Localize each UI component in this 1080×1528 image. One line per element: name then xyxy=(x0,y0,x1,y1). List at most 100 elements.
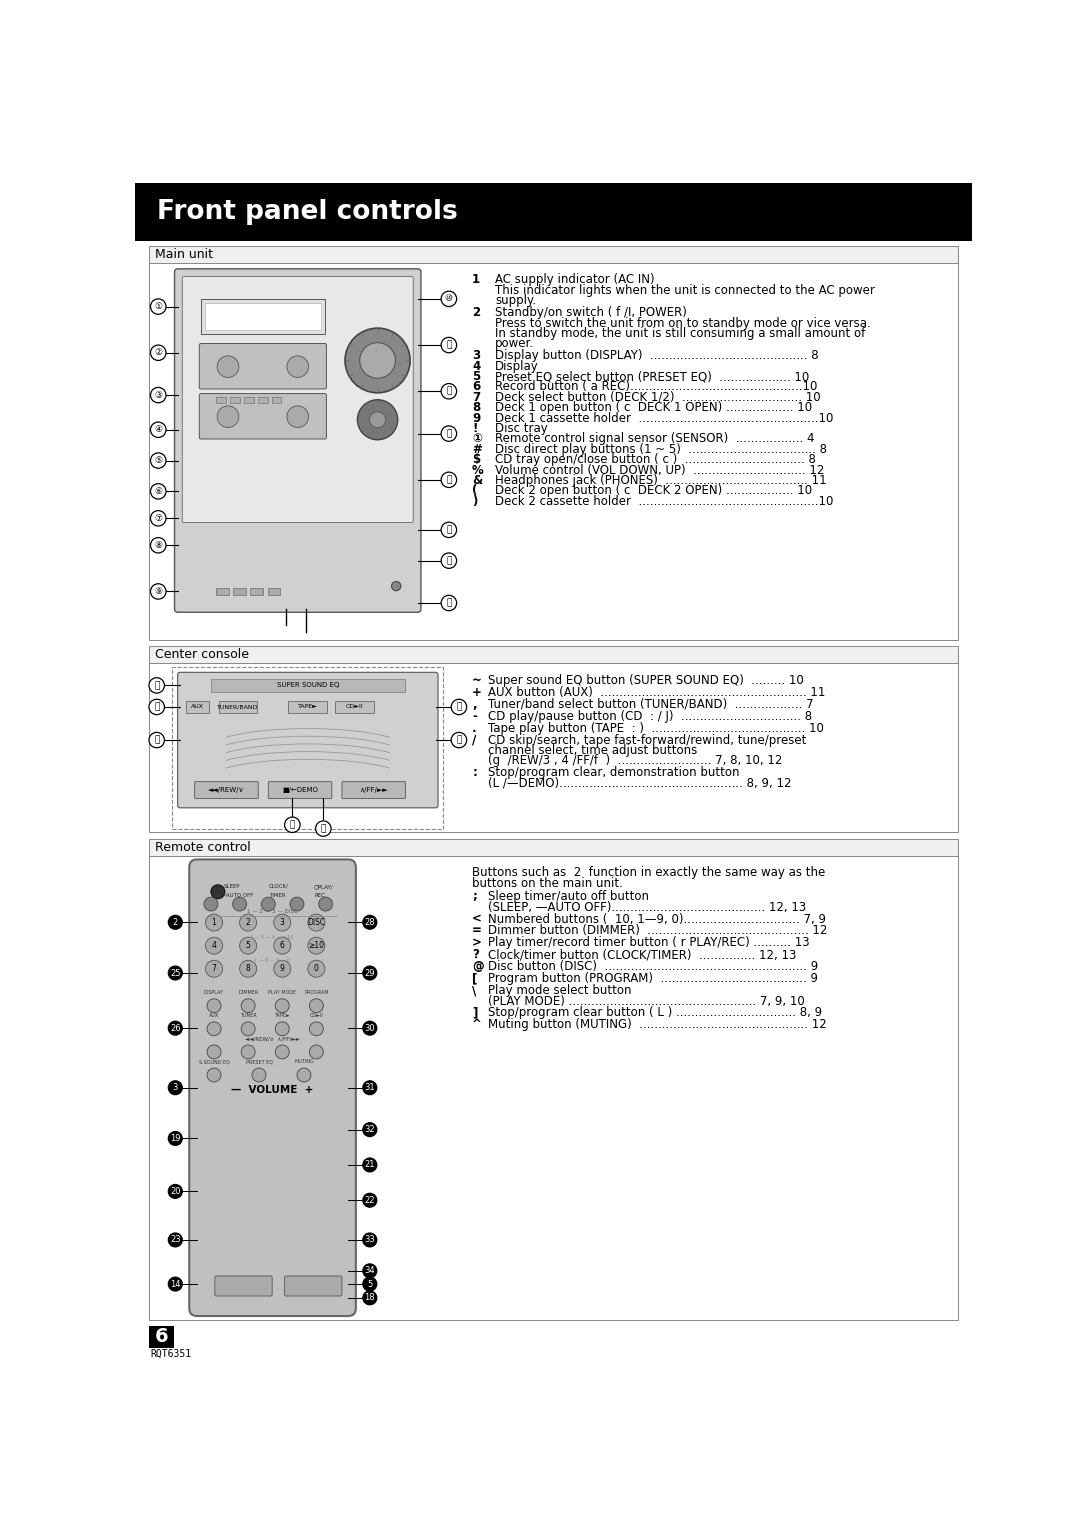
Circle shape xyxy=(149,678,164,694)
Text: 4: 4 xyxy=(212,941,216,950)
Circle shape xyxy=(150,345,166,361)
Circle shape xyxy=(232,897,246,911)
FancyBboxPatch shape xyxy=(342,782,405,799)
Bar xyxy=(258,397,268,403)
Text: Buttons such as  2  function in exactly the same way as the: Buttons such as 2 function in exactly th… xyxy=(472,866,825,879)
Text: @: @ xyxy=(472,960,484,973)
Text: Display: Display xyxy=(496,359,539,373)
Text: 3: 3 xyxy=(173,1083,178,1093)
Circle shape xyxy=(309,1045,323,1059)
Text: ㉒: ㉒ xyxy=(456,735,461,744)
FancyBboxPatch shape xyxy=(200,394,326,439)
Text: ㉑: ㉑ xyxy=(456,703,461,712)
Circle shape xyxy=(205,937,222,953)
Text: TIMER: TIMER xyxy=(269,894,286,898)
Text: (L /—DEMO)................................................. 8, 9, 12: (L /—DEMO)..............................… xyxy=(488,776,792,790)
Text: TUNER: TUNER xyxy=(240,1013,257,1018)
Bar xyxy=(201,299,325,333)
Text: %: % xyxy=(472,463,484,477)
Text: 19: 19 xyxy=(170,1134,180,1143)
Text: 6: 6 xyxy=(472,380,481,394)
Text: >: > xyxy=(472,937,482,949)
Text: Program button (PROGRAM)  ....................................... 9: Program button (PROGRAM) ...............… xyxy=(488,972,818,986)
Circle shape xyxy=(150,422,166,437)
FancyBboxPatch shape xyxy=(189,859,356,1316)
Bar xyxy=(268,588,280,596)
Text: !: ! xyxy=(472,422,477,435)
Text: ⑲: ⑲ xyxy=(154,703,160,712)
Text: ⑭: ⑭ xyxy=(446,475,451,484)
Circle shape xyxy=(297,1068,311,1082)
Text: 2: 2 xyxy=(173,918,178,927)
Text: -: - xyxy=(472,709,477,723)
Bar xyxy=(335,701,374,714)
Circle shape xyxy=(363,1080,377,1094)
Text: 9: 9 xyxy=(472,411,481,425)
Text: Sleep timer/auto off button: Sleep timer/auto off button xyxy=(488,891,649,903)
Text: ㉔: ㉔ xyxy=(289,821,295,830)
Circle shape xyxy=(205,914,222,931)
Text: In standby mode, the unit is still consuming a small amount of: In standby mode, the unit is still consu… xyxy=(496,327,866,339)
Text: ①: ① xyxy=(154,303,162,312)
Text: CD skip/search, tape fast-forward/rewind, tune/preset: CD skip/search, tape fast-forward/rewind… xyxy=(488,733,806,747)
Bar xyxy=(149,663,958,833)
Text: ③: ③ xyxy=(154,391,162,400)
Text: channel select, time adjust buttons: channel select, time adjust buttons xyxy=(488,744,697,756)
Text: Play timer/record timer button ( r PLAY/REC) .......... 13: Play timer/record timer button ( r PLAY/… xyxy=(488,937,809,949)
Text: ◄◄/REW/∨: ◄◄/REW/∨ xyxy=(208,787,245,793)
Text: CD►II: CD►II xyxy=(346,704,363,709)
Text: Clock/timer button (CLOCK/TIMER)  ............... 12, 13: Clock/timer button (CLOCK/TIMER) .......… xyxy=(488,949,796,961)
Circle shape xyxy=(441,553,457,568)
Circle shape xyxy=(291,897,303,911)
Text: 1 — 2 — 3 — DISC: 1 — 2 — 3 — DISC xyxy=(247,909,297,914)
Bar xyxy=(186,701,210,714)
Circle shape xyxy=(149,700,164,715)
Circle shape xyxy=(441,426,457,442)
Circle shape xyxy=(309,999,323,1013)
Circle shape xyxy=(441,338,457,353)
Text: 7: 7 xyxy=(212,964,216,973)
FancyBboxPatch shape xyxy=(268,782,332,799)
Text: ㉓: ㉓ xyxy=(321,824,326,833)
Circle shape xyxy=(241,1045,255,1059)
Text: RQT6351: RQT6351 xyxy=(150,1349,191,1358)
Circle shape xyxy=(261,897,275,911)
Text: 9: 9 xyxy=(280,964,285,973)
Circle shape xyxy=(451,700,467,715)
Text: ≥10: ≥10 xyxy=(309,941,324,950)
Circle shape xyxy=(363,1021,377,1034)
Text: 2: 2 xyxy=(246,918,251,927)
Bar xyxy=(218,701,257,714)
Circle shape xyxy=(275,999,289,1013)
Circle shape xyxy=(308,937,325,953)
Circle shape xyxy=(240,960,257,978)
Circle shape xyxy=(345,329,410,393)
FancyBboxPatch shape xyxy=(175,269,421,613)
Text: Preset EQ select button (PRESET EQ)  ................... 10: Preset EQ select button (PRESET EQ) ....… xyxy=(496,370,810,384)
Text: Deck 2 cassette holder  ................................................10: Deck 2 cassette holder .................… xyxy=(496,495,834,507)
Circle shape xyxy=(287,406,309,428)
FancyBboxPatch shape xyxy=(183,277,414,523)
Circle shape xyxy=(150,584,166,599)
Text: Remote control: Remote control xyxy=(156,840,251,854)
Text: 4 — 5 — 6 — ≥10: 4 — 5 — 6 — ≥10 xyxy=(251,935,294,940)
Text: —  VOLUME  +: — VOLUME + xyxy=(231,1085,313,1096)
Circle shape xyxy=(207,1022,221,1036)
Text: REC: REC xyxy=(314,894,325,898)
Bar xyxy=(251,588,262,596)
Text: Disc direct play buttons (1 ~ 5)  .................................. 8: Disc direct play buttons (1 ~ 5) .......… xyxy=(496,443,827,455)
Text: DISPLAY: DISPLAY xyxy=(204,990,225,995)
Text: Standby/on switch ( f /I, POWER): Standby/on switch ( f /I, POWER) xyxy=(496,306,687,319)
Circle shape xyxy=(309,1022,323,1036)
Text: Main unit: Main unit xyxy=(156,248,213,261)
Circle shape xyxy=(441,384,457,399)
Text: ④: ④ xyxy=(154,425,162,434)
Text: 34: 34 xyxy=(365,1267,375,1276)
Circle shape xyxy=(273,937,291,953)
Text: Headphones jack (PHONES)  ...................................... 11: Headphones jack (PHONES) ...............… xyxy=(496,474,827,487)
Text: TAPE►: TAPE► xyxy=(274,1013,291,1018)
Circle shape xyxy=(207,1045,221,1059)
FancyBboxPatch shape xyxy=(284,1276,342,1296)
Bar xyxy=(216,588,229,596)
Text: $: $ xyxy=(472,454,481,466)
